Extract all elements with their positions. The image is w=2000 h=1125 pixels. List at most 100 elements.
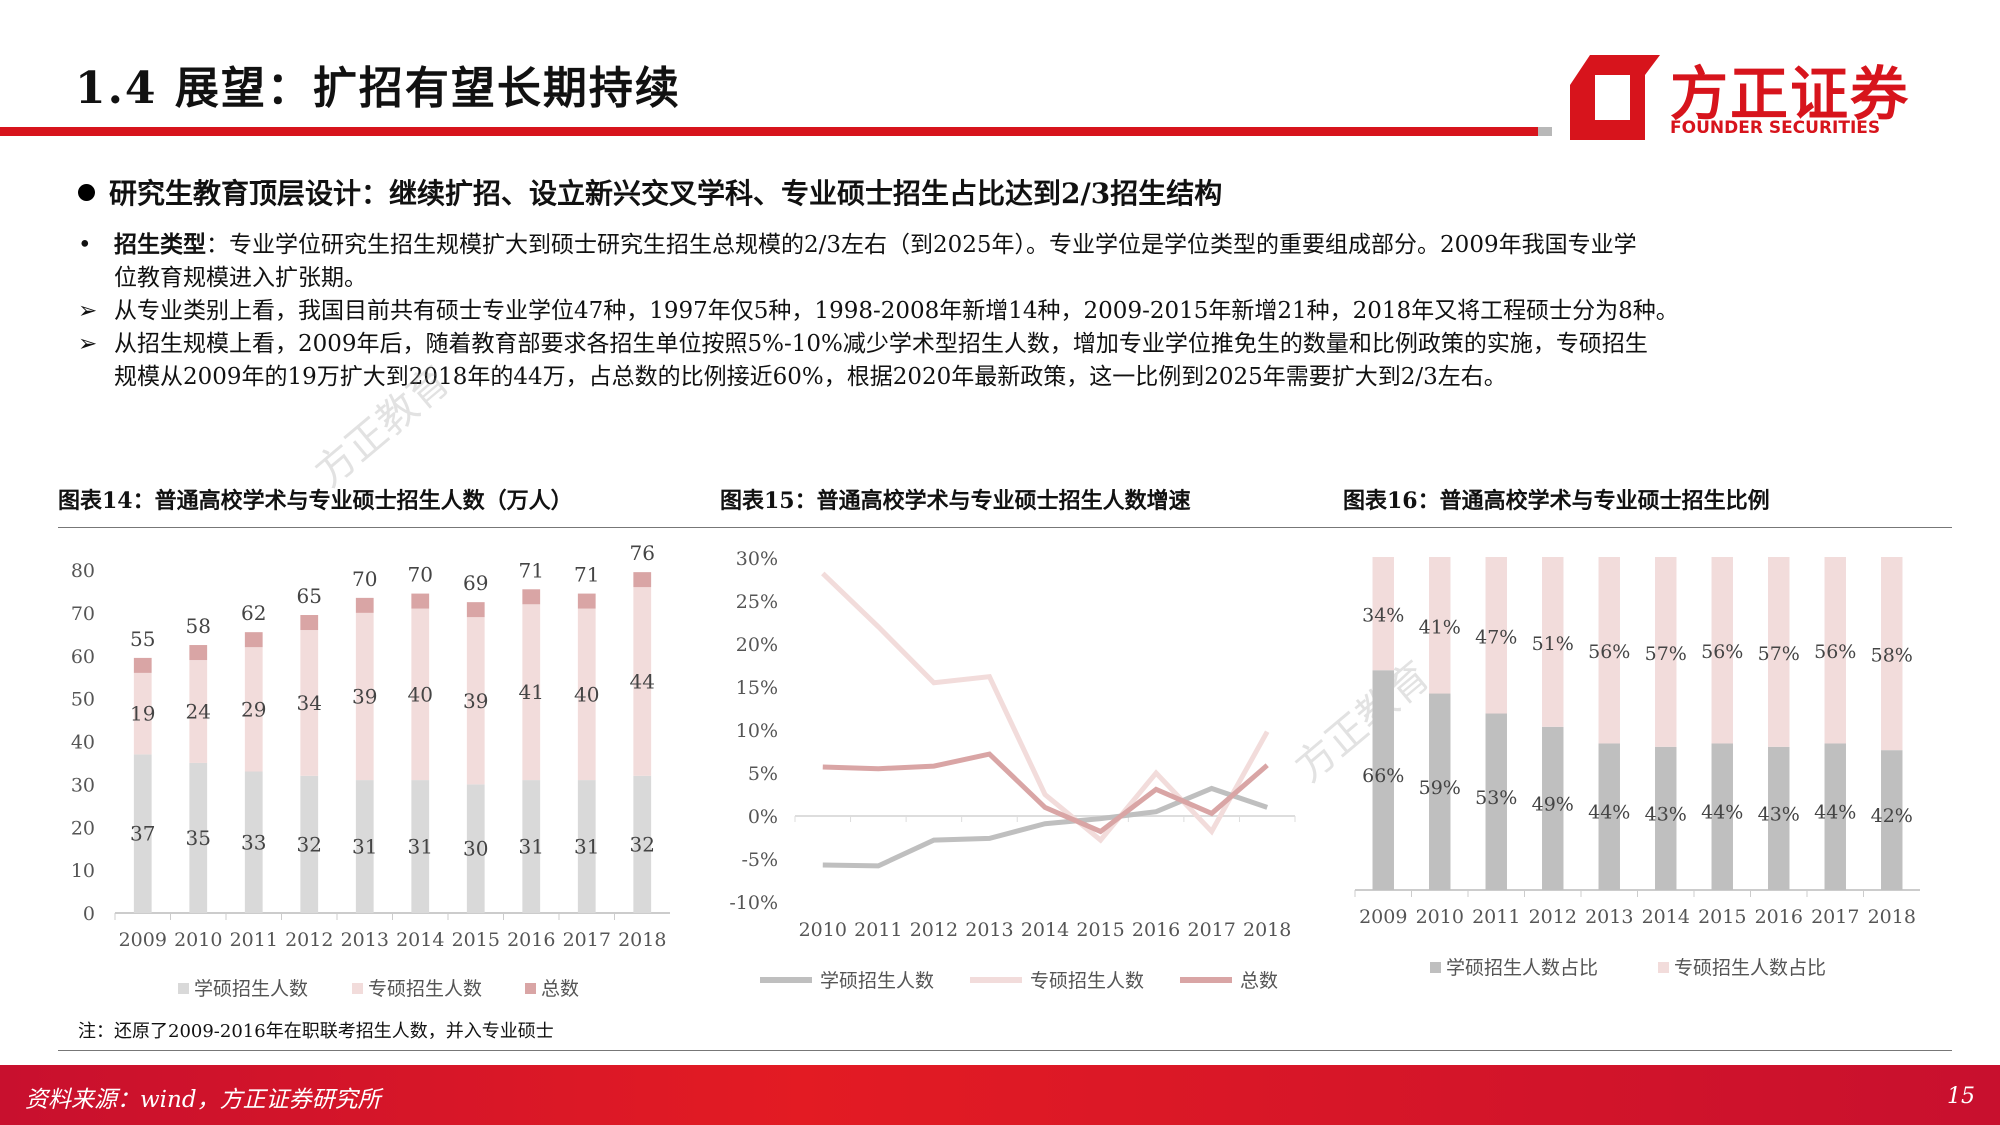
x-tick-label: 2015 xyxy=(452,929,500,951)
bullet-marker: • xyxy=(78,232,92,258)
data-label: 40 xyxy=(408,682,433,706)
footer-band xyxy=(0,1065,2000,1125)
header-gray-bar xyxy=(1538,127,1552,136)
x-tick-label: 2010 xyxy=(1416,906,1464,928)
data-label: 29 xyxy=(241,697,266,721)
data-label: 65 xyxy=(297,584,322,608)
data-label: 41 xyxy=(519,680,544,704)
bar-total xyxy=(633,572,652,588)
data-label: 31 xyxy=(352,835,377,859)
bar-total xyxy=(300,615,319,631)
x-tick-label: 2010 xyxy=(174,929,222,951)
x-tick-label: 2010 xyxy=(799,919,847,941)
data-label: 39 xyxy=(463,689,488,713)
y-tick-label: 30% xyxy=(736,548,778,570)
data-label: 30 xyxy=(463,837,488,861)
series-line-0 xyxy=(822,785,1269,869)
data-label: 53% xyxy=(1475,787,1517,809)
legend-label: 专硕招生人数占比 xyxy=(1674,957,1826,979)
bar-professional-share xyxy=(1768,557,1790,747)
data-label: 58% xyxy=(1871,645,1913,667)
para-text: 从专业类别上看，我国目前共有硕士专业学位47种，1997年仅5种，1998-20… xyxy=(114,298,1679,324)
bar-total xyxy=(189,645,208,661)
founder-securities-logo: 方正证券 FOUNDER SECURITIES xyxy=(1570,55,1910,145)
header-red-bar xyxy=(0,127,1538,136)
data-label: 57% xyxy=(1645,643,1687,665)
bar-academic xyxy=(466,784,485,913)
bar-academic-share xyxy=(1485,713,1507,890)
y-tick-label: 0% xyxy=(748,806,778,828)
data-label: 44 xyxy=(630,669,655,693)
data-label: 76 xyxy=(630,541,655,565)
y-tick-label: 25% xyxy=(736,591,778,613)
x-tick-label: 2016 xyxy=(1132,919,1180,941)
x-tick-label: 2014 xyxy=(1642,906,1690,928)
data-label: 32 xyxy=(630,832,655,856)
x-tick-label: 2012 xyxy=(1529,906,1577,928)
data-label: 24 xyxy=(186,699,211,723)
legend-swatch xyxy=(178,983,189,994)
bar-academic-share xyxy=(1711,743,1733,890)
bar-academic xyxy=(522,780,541,913)
x-tick-label: 2015 xyxy=(1698,906,1746,928)
x-tick-label: 2016 xyxy=(507,929,555,951)
x-tick-label: 2012 xyxy=(285,929,333,951)
y-tick-label: 60 xyxy=(71,646,95,668)
bar-professional xyxy=(522,604,541,781)
x-tick-label: 2017 xyxy=(563,929,611,951)
y-tick-label: 10% xyxy=(736,720,778,742)
y-tick-label: 30 xyxy=(71,774,95,796)
bar-academic-share xyxy=(1824,743,1846,890)
arrow-marker: ➢ xyxy=(78,298,98,324)
data-label: 39 xyxy=(352,684,377,708)
data-label: 31 xyxy=(519,835,544,859)
chart15-title: 图表15：普通高校学术与专业硕士招生人数增速 xyxy=(720,488,1191,514)
x-tick-label: 2013 xyxy=(1585,906,1633,928)
x-tick-label: 2014 xyxy=(1021,919,1069,941)
data-label: 62 xyxy=(241,601,266,625)
bar-professional-share xyxy=(1824,557,1846,744)
series-line-2 xyxy=(822,751,1269,835)
data-label: 66% xyxy=(1362,765,1404,787)
data-label: 55 xyxy=(130,627,155,651)
data-label: 51% xyxy=(1532,633,1574,655)
x-tick-label: 2013 xyxy=(965,919,1013,941)
data-label: 19 xyxy=(130,702,155,726)
series-line-1 xyxy=(821,571,1270,844)
y-tick-label: 80 xyxy=(71,560,95,582)
bar-academic-share xyxy=(1372,670,1394,890)
paragraph-scale: ➢ 从招生规模上看，2009年后，随着教育部要求各招生单位按照5%-10%减少学术… xyxy=(78,328,1958,394)
legend-label: 总数 xyxy=(1240,970,1278,992)
data-label: 59% xyxy=(1419,777,1461,799)
paragraph-category: ➢ 从专业类别上看，我国目前共有硕士专业学位47种，1997年仅5种，1998-2… xyxy=(78,295,1958,328)
y-tick-label: 10 xyxy=(71,860,95,882)
x-tick-label: 2011 xyxy=(230,929,278,951)
bar-professional xyxy=(355,612,374,781)
data-label: 71 xyxy=(519,558,544,582)
page-number: 15 xyxy=(1947,1084,1975,1109)
data-label: 35 xyxy=(186,826,211,850)
data-label: 56% xyxy=(1701,641,1743,663)
data-label: 34 xyxy=(297,691,322,715)
data-label: 71 xyxy=(574,563,599,587)
data-label: 33 xyxy=(241,830,266,854)
legend-label: 学硕招生人数占比 xyxy=(1446,957,1598,979)
data-label: 41% xyxy=(1419,616,1461,638)
bar-total xyxy=(133,657,152,673)
data-label: 70 xyxy=(352,567,377,591)
x-tick-label: 2012 xyxy=(910,919,958,941)
bar-professional xyxy=(189,660,208,763)
bar-academic-share xyxy=(1655,746,1677,890)
data-label: 70 xyxy=(408,563,433,587)
arrow-marker: ➢ xyxy=(78,331,98,357)
x-tick-label: 2011 xyxy=(1472,906,1520,928)
bar-academic-share xyxy=(1768,746,1790,890)
bar-total xyxy=(466,602,485,618)
y-tick-label: -5% xyxy=(741,849,778,871)
chart15: -10% -5% 0% 5% 10% 15% 20% 25% 30% 2010 2011 2012 20… xyxy=(729,548,1296,992)
bar-academic-share xyxy=(1429,693,1451,890)
bar-professional xyxy=(577,608,596,781)
x-tick-label: 2017 xyxy=(1811,906,1859,928)
data-label: 43% xyxy=(1758,803,1800,825)
legend-label: 学硕招生人数 xyxy=(820,970,934,992)
